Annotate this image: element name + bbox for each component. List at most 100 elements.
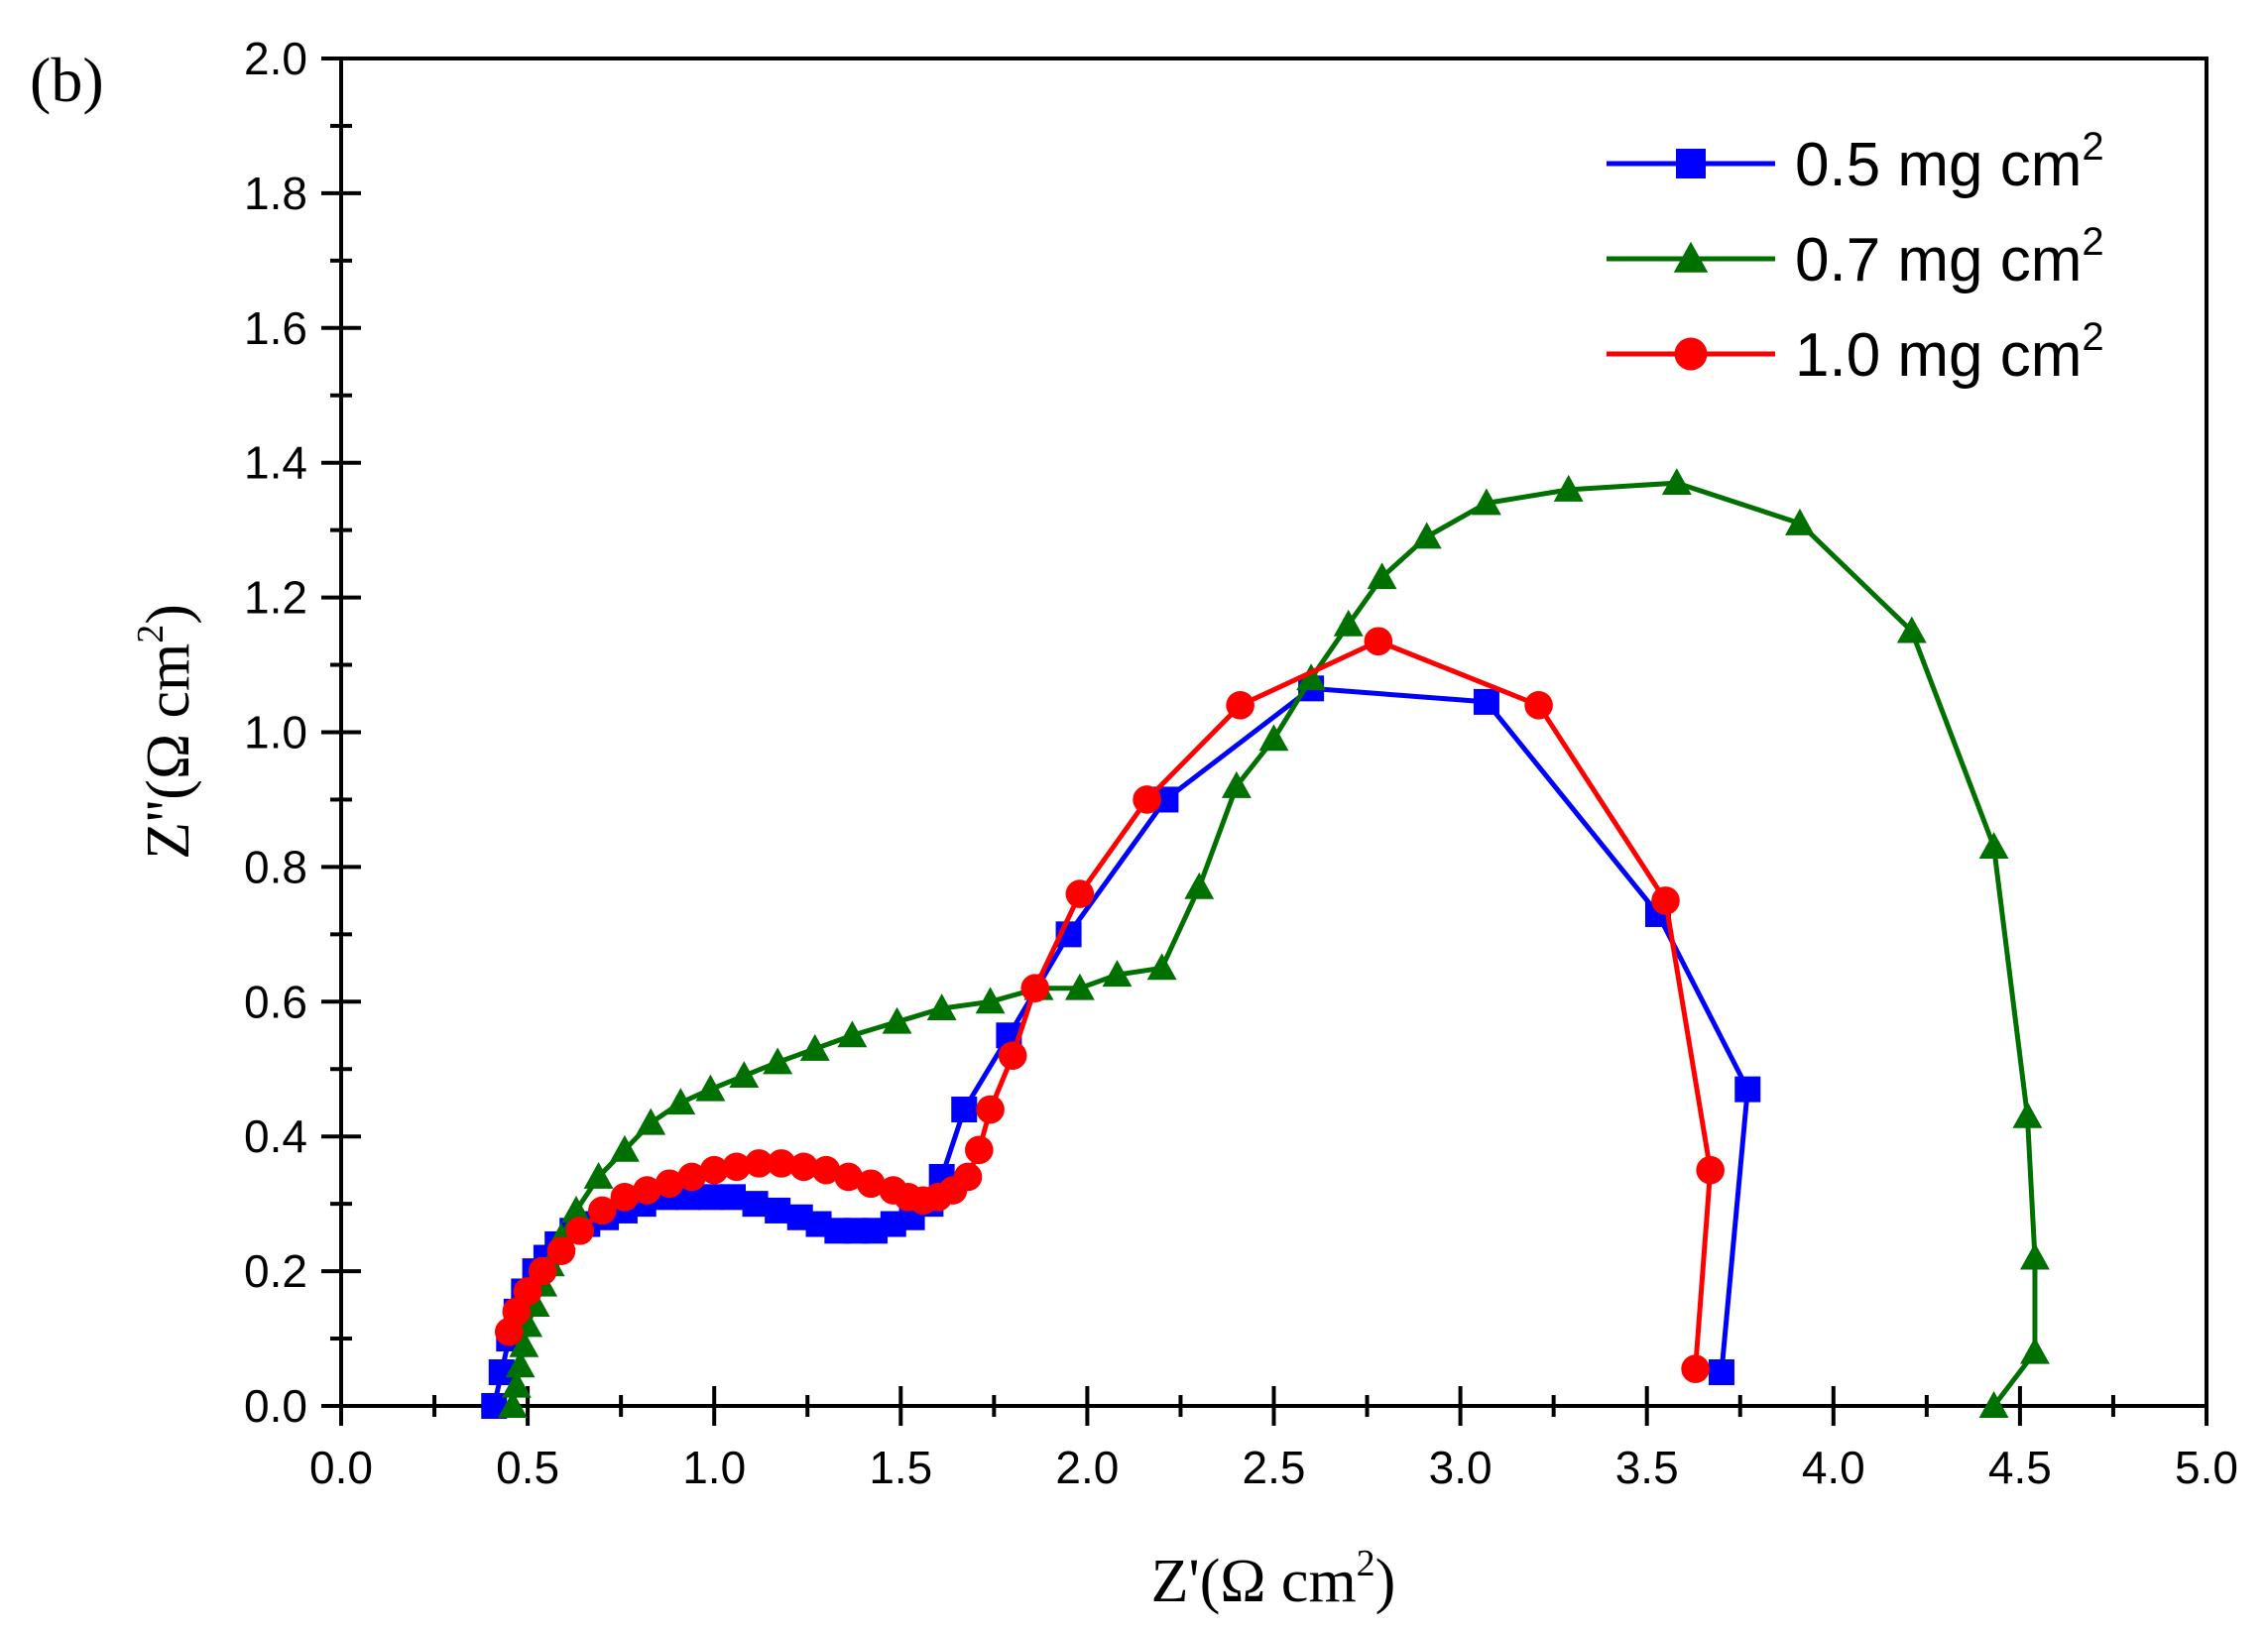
data-point bbox=[1411, 522, 1442, 549]
data-point bbox=[1524, 691, 1553, 720]
data-point bbox=[1258, 724, 1289, 752]
x-tick-label: 2.0 bbox=[1055, 1442, 1119, 1493]
series-circle bbox=[494, 627, 1725, 1383]
series-layer bbox=[481, 468, 2050, 1419]
data-point bbox=[1146, 953, 1177, 981]
data-point bbox=[636, 1107, 666, 1135]
data-point bbox=[509, 1330, 539, 1357]
y-tick-label: 0.8 bbox=[244, 841, 307, 892]
data-point bbox=[856, 1169, 886, 1199]
data-point bbox=[1553, 474, 1584, 502]
series-line bbox=[506, 639, 1714, 1369]
data-point bbox=[1133, 785, 1161, 814]
data-point bbox=[655, 1169, 684, 1199]
data-point bbox=[1661, 468, 1692, 496]
x-tick-label: 2.5 bbox=[1243, 1442, 1306, 1493]
data-point bbox=[811, 1155, 841, 1185]
data-point bbox=[1784, 508, 1815, 535]
x-axis-ticks bbox=[339, 1386, 2208, 1426]
data-point bbox=[501, 1370, 532, 1398]
data-point bbox=[951, 1097, 978, 1123]
y-axis-tick-labels: 0.0 0.2 0.4 0.6 0.8 1.0 1.2 1.4 1.6 1.8 2.0 bbox=[244, 33, 307, 1432]
x-tick-label: 1.0 bbox=[682, 1442, 746, 1493]
data-point bbox=[633, 1176, 661, 1205]
data-point bbox=[834, 1162, 863, 1192]
data-point bbox=[498, 1391, 529, 1418]
data-point bbox=[588, 1196, 617, 1225]
x-tick-label: 3.0 bbox=[1429, 1442, 1492, 1493]
legend-marker bbox=[1673, 241, 1709, 273]
data-point bbox=[695, 1074, 726, 1102]
data-point bbox=[677, 1162, 706, 1192]
data-point bbox=[742, 1191, 769, 1218]
data-point bbox=[565, 1217, 595, 1245]
x-tick-label: 4.0 bbox=[1802, 1442, 1865, 1493]
data-point bbox=[1896, 616, 1927, 643]
y-tick-label: 1.2 bbox=[244, 572, 307, 624]
data-point bbox=[610, 1183, 640, 1212]
legend-label: 0.7 mg cm2 bbox=[1795, 220, 2104, 294]
data-point bbox=[1102, 960, 1133, 988]
data-point bbox=[2012, 1101, 2043, 1128]
y-tick-label: 1.4 bbox=[244, 437, 307, 489]
data-point bbox=[2019, 1242, 2050, 1270]
data-point bbox=[546, 1236, 576, 1266]
data-point bbox=[1696, 1155, 1725, 1185]
series-triangle bbox=[498, 468, 2050, 1418]
data-point bbox=[882, 1006, 912, 1034]
data-point bbox=[1473, 688, 1499, 715]
data-point bbox=[722, 1152, 752, 1182]
y-axis-label: Z''(Ω cm2) bbox=[130, 604, 202, 860]
data-point bbox=[2019, 1337, 2050, 1364]
data-point bbox=[1184, 872, 1215, 899]
series-square bbox=[481, 675, 1761, 1419]
data-point bbox=[767, 1149, 796, 1178]
data-point bbox=[1333, 609, 1364, 637]
data-point bbox=[1065, 879, 1095, 908]
data-point bbox=[1734, 1076, 1761, 1103]
x-tick-label: 0.0 bbox=[309, 1442, 373, 1493]
data-point bbox=[720, 1184, 747, 1211]
data-point bbox=[799, 1033, 830, 1061]
data-point bbox=[665, 1088, 696, 1115]
legend-item: 1.0 mg cm2 bbox=[1607, 315, 2104, 390]
data-point bbox=[1978, 832, 2009, 859]
data-point bbox=[1651, 886, 1680, 915]
data-point bbox=[505, 1350, 536, 1378]
data-point bbox=[1226, 691, 1254, 720]
data-point bbox=[1020, 974, 1050, 1003]
x-tick-label: 5.0 bbox=[2175, 1442, 2238, 1493]
x-axis-tick-labels: 0.0 0.5 1.0 1.5 2.0 2.5 3.0 3.5 4.0 4.5 5.0 bbox=[309, 1442, 2238, 1493]
x-axis-label: Z'(Ω cm2) bbox=[1151, 1543, 1396, 1615]
y-tick-label: 0.4 bbox=[244, 1110, 307, 1162]
legend-label: 0.5 mg cm2 bbox=[1795, 125, 2104, 199]
y-tick-label: 0.2 bbox=[244, 1245, 307, 1297]
legend: 0.5 mg cm2 0.7 mg cm2 1.0 mg cm2 bbox=[1607, 125, 2104, 390]
data-point bbox=[1064, 973, 1095, 1000]
legend-marker bbox=[1674, 337, 1708, 371]
x-tick-label: 1.5 bbox=[869, 1442, 932, 1493]
legend-item: 0.7 mg cm2 bbox=[1607, 220, 2104, 294]
data-point bbox=[697, 1184, 724, 1211]
x-tick-label: 0.5 bbox=[496, 1442, 559, 1493]
data-point bbox=[998, 1041, 1027, 1070]
y-tick-label: 2.0 bbox=[244, 33, 307, 84]
legend-marker bbox=[1676, 149, 1706, 178]
x-tick-label: 4.5 bbox=[1988, 1442, 2052, 1493]
data-point bbox=[561, 1195, 591, 1223]
data-point bbox=[513, 1277, 542, 1306]
data-point bbox=[1367, 562, 1397, 590]
y-tick-label: 0.6 bbox=[244, 976, 307, 1027]
y-tick-label: 1.6 bbox=[244, 302, 307, 354]
data-point bbox=[953, 1162, 983, 1192]
data-point bbox=[965, 1135, 994, 1165]
data-point bbox=[789, 1152, 818, 1182]
data-point bbox=[745, 1149, 774, 1178]
x-tick-label: 3.5 bbox=[1615, 1442, 1679, 1493]
data-point bbox=[699, 1155, 729, 1185]
data-point bbox=[926, 993, 957, 1021]
series-line bbox=[491, 685, 1750, 1407]
data-point bbox=[1681, 1354, 1710, 1383]
legend-item: 0.5 mg cm2 bbox=[1607, 125, 2104, 199]
